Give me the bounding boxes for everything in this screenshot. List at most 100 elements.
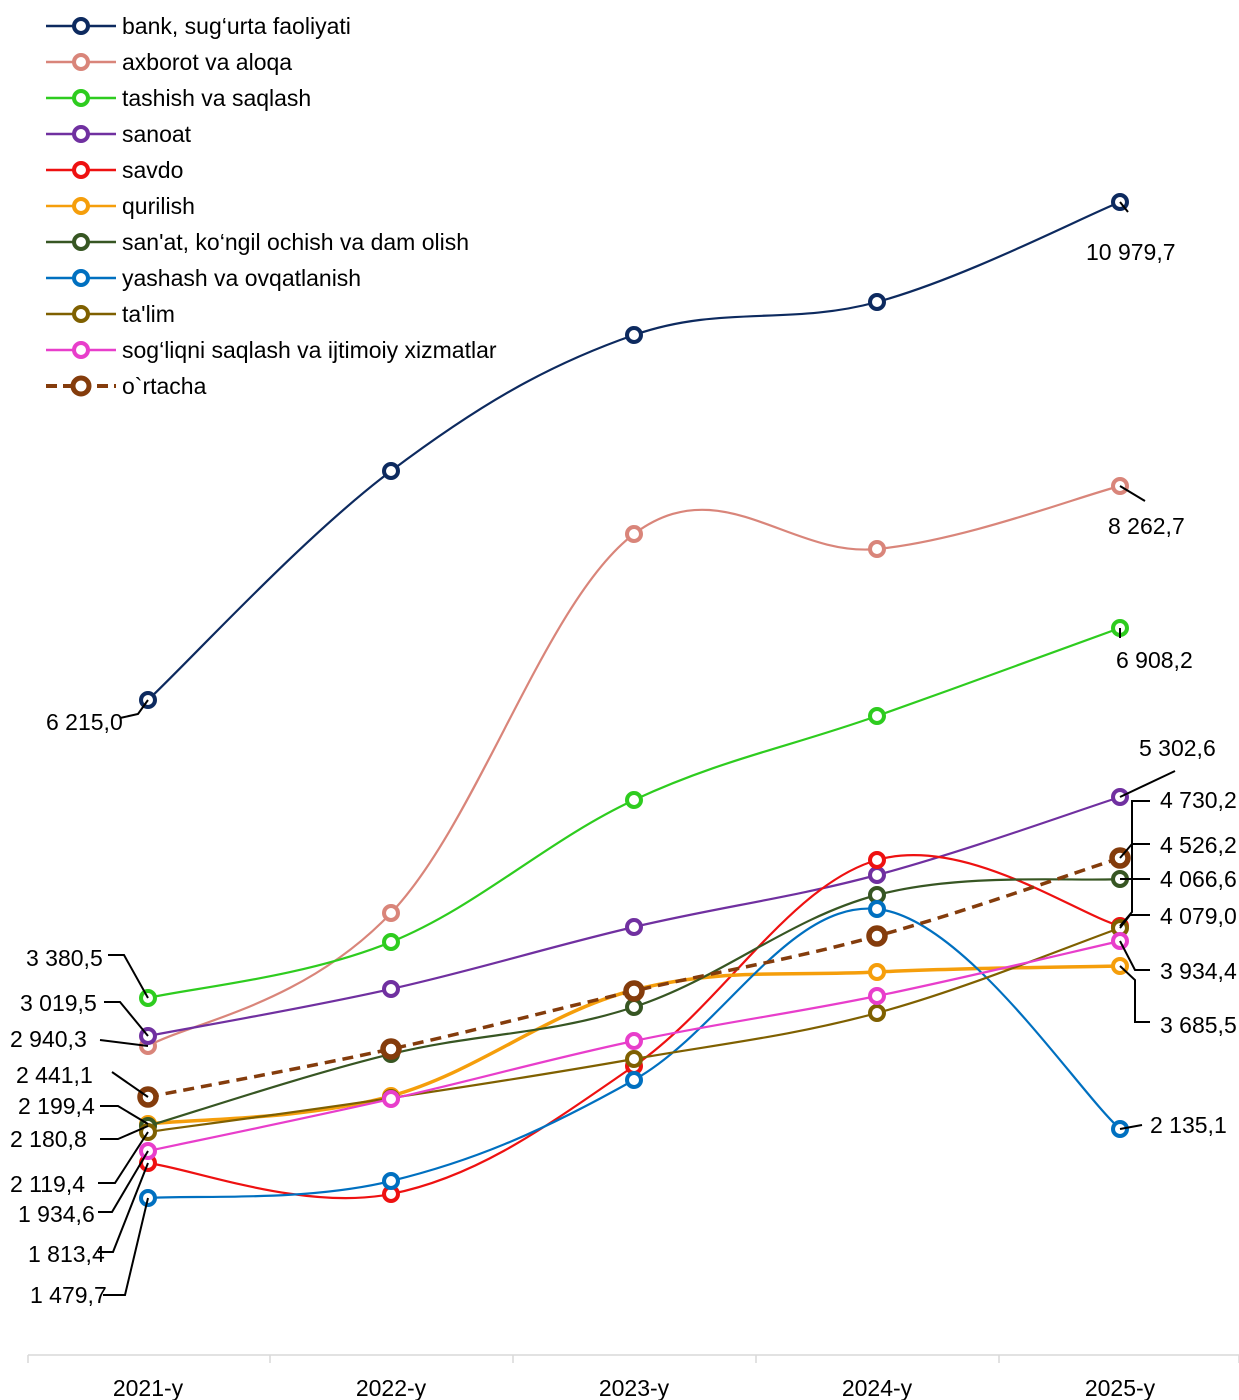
legend-marker: [72, 17, 90, 35]
data-point: [382, 933, 400, 951]
legend-marker: [72, 89, 90, 107]
series-line: [147, 484, 1121, 1047]
data-point: [868, 886, 886, 904]
x-tick-label: 2022-y: [356, 1375, 427, 1400]
legend-item: qurilish: [46, 193, 195, 219]
legend-label: tashish va saqlash: [122, 85, 311, 111]
legend-label: san'at, ko‘ngil ochish va dam olish: [122, 229, 469, 255]
end-value-label: 8 262,7: [1108, 513, 1185, 539]
end-value-label: 4 526,2: [1160, 832, 1237, 858]
legend-item: savdo: [46, 157, 183, 183]
legend-item: sog‘liqni saqlash va ijtimoiy xizmatlar: [46, 337, 497, 363]
label-leader: [98, 1150, 149, 1213]
data-point: [868, 851, 886, 869]
end-value-label: 2 135,1: [1150, 1112, 1227, 1138]
legend-label: axborot va aloqa: [122, 49, 292, 75]
series-6: [139, 870, 1129, 1135]
series-7: [139, 900, 1129, 1207]
data-point: [625, 326, 643, 344]
x-tick-label: 2024-y: [842, 1375, 913, 1400]
legend-label: o`rtacha: [122, 373, 207, 399]
legend-marker: [72, 53, 90, 71]
legend-label: savdo: [122, 157, 183, 183]
x-tick-label: 2021-y: [113, 1375, 184, 1400]
label-leader: [1119, 940, 1150, 971]
series-line: [147, 907, 1121, 1200]
end-value-label: 3 934,4: [1160, 958, 1237, 984]
end-value-label: 4 730,2: [1160, 787, 1237, 813]
label-leader: [1119, 1124, 1143, 1130]
data-point: [625, 998, 643, 1016]
label-leader: [1119, 485, 1146, 502]
label-leader: [1119, 843, 1150, 859]
start-value-label: 1 934,6: [18, 1201, 95, 1227]
data-point: [382, 904, 400, 922]
data-point: [382, 1090, 400, 1108]
label-leader: [1119, 770, 1176, 798]
legend-marker: [72, 233, 90, 251]
legend-item: san'at, ko‘ngil ochish va dam olish: [46, 229, 469, 255]
label-leader: [104, 1001, 149, 1037]
series-10: [137, 847, 1131, 1108]
data-point: [866, 925, 888, 947]
series-0: [139, 193, 1129, 709]
legend-item: axborot va aloqa: [46, 49, 292, 75]
end-value-label: 6 908,2: [1116, 647, 1193, 673]
end-value-label: 3 685,5: [1160, 1012, 1237, 1038]
data-point: [625, 1032, 643, 1050]
legend-item: ta'lim: [46, 301, 175, 327]
start-value-label: 3 380,5: [26, 945, 103, 971]
label-leader: [98, 1162, 149, 1253]
series-line: [147, 856, 1121, 1099]
data-point: [868, 963, 886, 981]
data-point: [625, 525, 643, 543]
start-value-label: 1 813,4: [28, 1241, 105, 1267]
start-value-label: 2 180,8: [10, 1126, 87, 1152]
label-leader: [111, 1071, 149, 1098]
data-point: [868, 987, 886, 1005]
legend-label: sanoat: [122, 121, 192, 147]
data-point: [868, 707, 886, 725]
series-2: [139, 619, 1129, 1007]
start-value-label: 2 119,4: [10, 1171, 85, 1197]
data-point: [625, 918, 643, 936]
data-point: [625, 791, 643, 809]
label-leader: [103, 1197, 149, 1296]
data-point: [868, 900, 886, 918]
series-9: [139, 932, 1129, 1160]
end-value-label: 4 079,0: [1160, 903, 1237, 929]
data-point: [382, 980, 400, 998]
legend-item: sanoat: [46, 121, 192, 147]
start-value-label: 2 940,3: [10, 1026, 87, 1052]
legend-marker: [72, 341, 90, 359]
series-line: [147, 626, 1121, 1000]
label-leader: [99, 1039, 149, 1047]
label-leader: [98, 1131, 149, 1184]
x-tick-label: 2023-y: [599, 1375, 670, 1400]
label-leader: [119, 699, 149, 719]
data-point: [382, 462, 400, 480]
end-value-label: 5 302,6: [1139, 735, 1216, 761]
legend-item: o`rtacha: [46, 373, 207, 399]
end-value-label: 4 066,6: [1160, 866, 1237, 892]
legend: bank, sug‘urta faoliyati axborot va aloqa…: [46, 13, 497, 399]
data-point: [625, 1050, 643, 1068]
legend-label: sog‘liqni saqlash va ijtimoiy xizmatlar: [122, 337, 497, 363]
label-leader: [1119, 965, 1150, 1023]
series-line: [147, 926, 1121, 1134]
end-value-label: 10 979,7: [1086, 239, 1176, 265]
x-axis: 2021-y 2022-y 2023-y 2024-y 2025-y: [27, 1354, 1239, 1400]
start-value-label: 1 479,7: [30, 1282, 107, 1308]
start-value-label: 3 019,5: [20, 990, 97, 1016]
x-tick-label: 2025-y: [1085, 1375, 1156, 1400]
legend-marker: [72, 197, 90, 215]
data-point: [868, 1004, 886, 1022]
legend-marker: [72, 161, 90, 179]
data-point: [625, 1071, 643, 1089]
legend-label: ta'lim: [122, 301, 175, 327]
start-value-label: 2 199,4: [18, 1093, 95, 1119]
data-point: [868, 866, 886, 884]
legend-marker: [72, 125, 90, 143]
series-lines: [137, 193, 1131, 1207]
data-labels: 10 979,7 8 262,7 6 908,2 5 302,6 4 730,2 4 52…: [10, 239, 1237, 1308]
